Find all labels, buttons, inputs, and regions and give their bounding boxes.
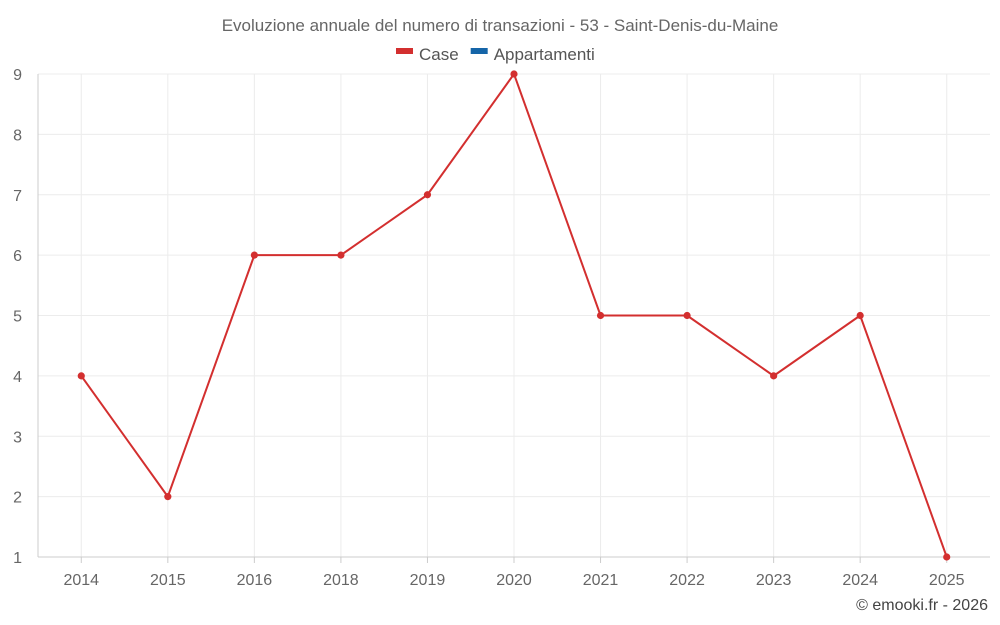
credit-text: © emooki.fr - 2026 (856, 597, 988, 614)
x-tick-label: 2022 (669, 572, 705, 589)
y-axis-labels: 1 2 3 4 5 6 7 8 9 (13, 67, 22, 567)
grid (38, 73, 990, 558)
x-tick-label: 2021 (583, 572, 619, 589)
y-tick-label: 9 (13, 67, 22, 84)
data-point (596, 311, 605, 320)
x-tick-label: 2024 (842, 572, 878, 589)
data-point (77, 372, 85, 380)
data-point (856, 311, 864, 320)
data-point (337, 251, 345, 259)
y-tick-label: 4 (13, 369, 22, 386)
legend-swatch-appartamenti (470, 48, 488, 54)
axes (37, 74, 990, 563)
y-tick-label: 1 (13, 550, 22, 567)
x-tick-label: 2023 (756, 572, 792, 589)
chart-title: Evoluzione annuale del numero di transaz… (222, 16, 779, 35)
y-tick-label: 5 (13, 309, 22, 326)
x-axis-labels: 2014 2015 2016 2018 2019 2020 2021 2022 2023 2024… (63, 572, 964, 589)
legend-swatch-case (396, 48, 413, 54)
y-tick-label: 7 (13, 188, 22, 205)
data-point (943, 553, 951, 561)
x-tick-label: 2020 (496, 572, 532, 589)
legend: Case Appartamenti (396, 45, 595, 64)
x-tick-label: 2015 (150, 572, 186, 589)
y-tick-label: 6 (13, 248, 22, 265)
x-tick-label: 2018 (323, 572, 359, 589)
legend-label-appartamenti: Appartamenti (494, 45, 595, 64)
data-point (770, 372, 778, 380)
y-tick-label: 3 (13, 429, 22, 446)
data-point (164, 493, 172, 501)
data-point (423, 191, 432, 199)
x-tick-label: 2016 (237, 572, 273, 589)
y-tick-label: 8 (13, 127, 22, 144)
data-point (510, 70, 518, 78)
x-tick-label: 2019 (410, 572, 446, 589)
y-tick-label: 2 (13, 490, 22, 507)
x-tick-label: 2014 (63, 572, 99, 589)
data-point (250, 251, 258, 259)
legend-label-case: Case (419, 45, 459, 64)
data-point (683, 311, 691, 320)
series-layer (77, 70, 951, 561)
x-tick-label: 2025 (929, 572, 965, 589)
